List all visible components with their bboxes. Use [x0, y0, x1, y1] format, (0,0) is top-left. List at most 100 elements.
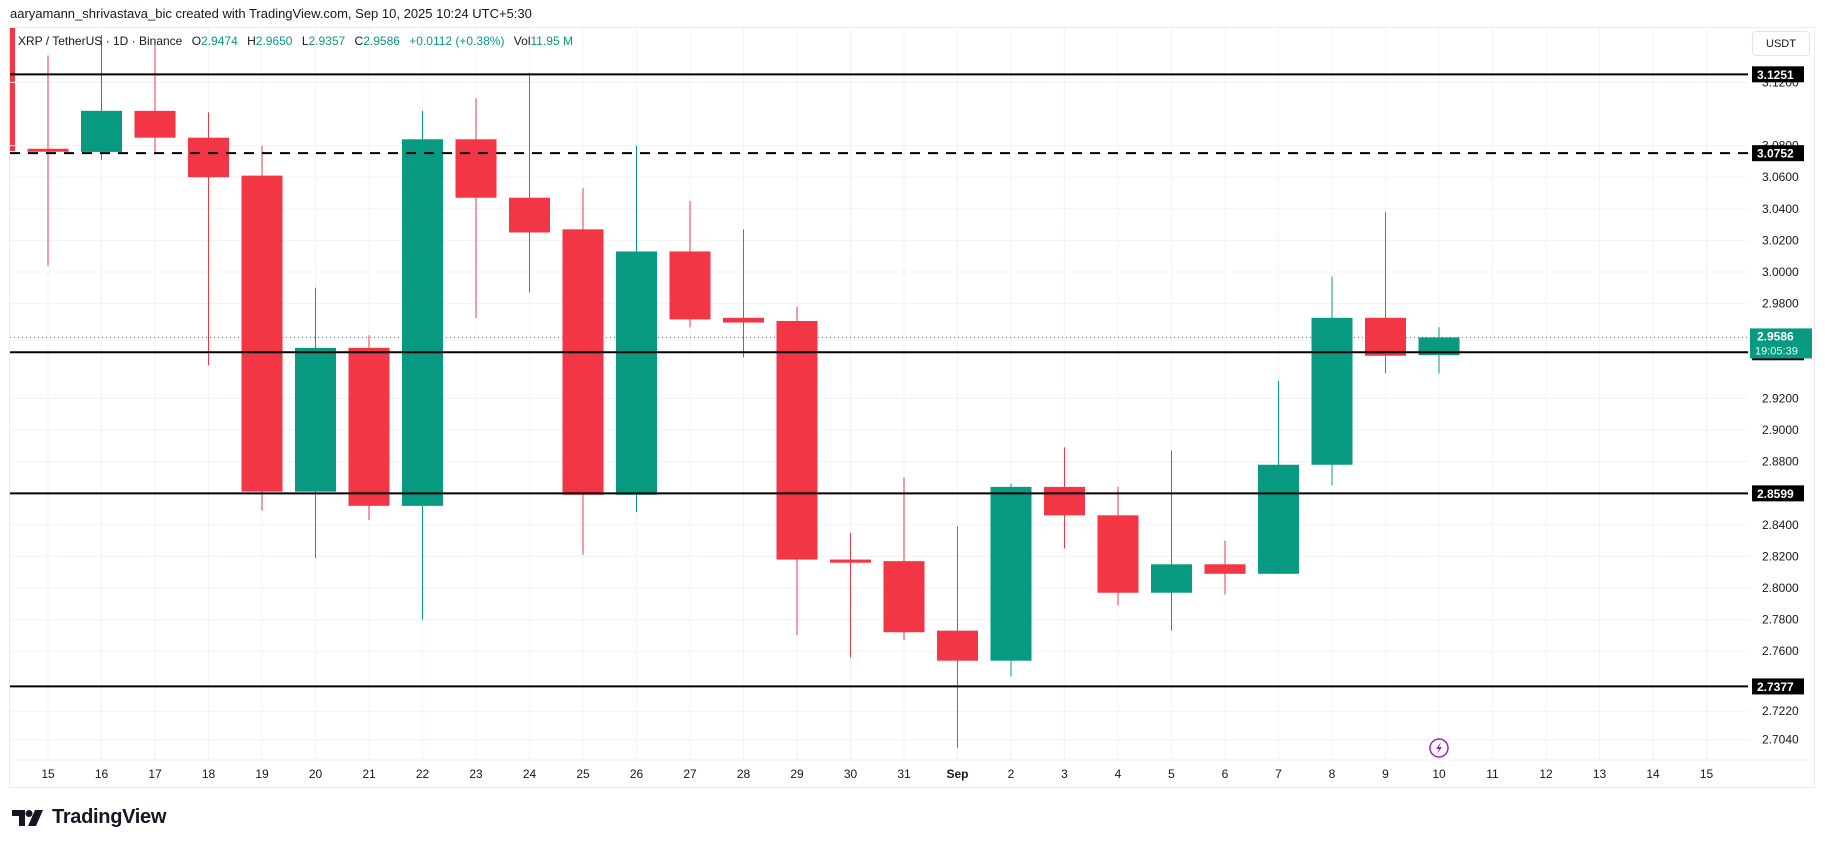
change-value: +0.0112 (+0.38%): [409, 34, 505, 48]
candle[interactable]: [27, 55, 69, 266]
lightning-event-icon[interactable]: [1429, 738, 1449, 758]
candle[interactable]: [1418, 327, 1460, 374]
candle[interactable]: [1365, 211, 1406, 374]
horizontal-line[interactable]: 3.1251: [10, 66, 1804, 83]
price-tick: 2.9000: [1762, 423, 1799, 437]
candle[interactable]: [562, 188, 604, 555]
candles: [27, 35, 1460, 748]
time-tick: 15: [41, 767, 55, 781]
horizontal-line[interactable]: 3.0752: [10, 145, 1804, 162]
price-axis[interactable]: 3.12003.08003.06003.04003.02003.00002.98…: [1762, 75, 1799, 746]
candle[interactable]: [616, 145, 657, 513]
open-value: 2.9474: [201, 34, 238, 48]
time-tick: 9: [1382, 767, 1389, 781]
candle[interactable]: [241, 145, 283, 511]
low-value: 2.9357: [308, 34, 346, 48]
time-tick: Sep: [946, 767, 968, 781]
time-tick: 6: [1222, 767, 1229, 781]
time-tick: 16: [95, 767, 109, 781]
candle[interactable]: [1097, 486, 1139, 606]
time-tick: 28: [737, 767, 751, 781]
price-tick: 2.8400: [1762, 518, 1799, 532]
interval[interactable]: 1D: [112, 34, 129, 48]
chart-frame: [9, 27, 1815, 788]
open-label: O: [191, 34, 202, 48]
horizontal-line[interactable]: 2.7377: [10, 678, 1804, 695]
legend-separator: ·: [131, 34, 139, 48]
candle[interactable]: [188, 112, 229, 366]
horizontal-line[interactable]: 2.8599: [10, 485, 1804, 502]
time-tick: 30: [844, 767, 858, 781]
bar-countdown: 19:05:39: [1755, 345, 1798, 357]
price-tick: 2.7600: [1762, 644, 1799, 658]
time-tick: 14: [1646, 767, 1660, 781]
exchange: Binance: [138, 34, 183, 48]
time-tick: 2: [1008, 767, 1015, 781]
price-tick: 3.0000: [1762, 265, 1799, 279]
price-tick: 3.0400: [1762, 202, 1799, 216]
candle[interactable]: [1151, 450, 1192, 631]
candle[interactable]: [830, 532, 871, 658]
time-tick: 7: [1275, 767, 1282, 781]
candle[interactable]: [1204, 540, 1246, 595]
candle[interactable]: [81, 35, 122, 160]
ohlc-legend: XRP / TetherUS · 1D · Binance O2.9474 H2…: [18, 34, 573, 48]
chart-credit: aaryamann_shrivastava_bic created with T…: [10, 6, 532, 21]
time-tick: 19: [255, 767, 269, 781]
candle[interactable]: [1311, 276, 1353, 486]
time-tick: 11: [1486, 767, 1499, 781]
price-line-label-text: 2.7377: [1757, 680, 1794, 694]
volume-label: Vol: [513, 34, 531, 48]
low-label: L: [301, 34, 309, 48]
candle[interactable]: [723, 229, 764, 358]
high-value: 2.9650: [255, 34, 293, 48]
tradingview-logo[interactable]: TradingView: [12, 806, 166, 829]
time-tick: 31: [897, 767, 911, 781]
time-tick: 10: [1432, 767, 1446, 781]
price-tick: 2.7040: [1762, 733, 1799, 747]
time-tick: 13: [1593, 767, 1607, 781]
candle[interactable]: [509, 72, 550, 293]
price-tick: 2.8200: [1762, 549, 1799, 563]
time-tick: 15: [1700, 767, 1714, 781]
price-tick: 3.0200: [1762, 233, 1799, 247]
candle[interactable]: [348, 335, 390, 521]
time-tick: 18: [202, 767, 216, 781]
price-line-label: [1752, 678, 1804, 695]
last-price-label: 2.9586 19:05:39: [1750, 328, 1812, 359]
candle[interactable]: [883, 477, 925, 641]
time-tick: 22: [416, 767, 430, 781]
candle[interactable]: [669, 200, 711, 328]
tradingview-logo-text: TradingView: [52, 806, 167, 828]
time-tick: 3: [1061, 767, 1068, 781]
price-tick: 2.9200: [1762, 391, 1799, 405]
time-tick: 21: [362, 767, 376, 781]
volume-value: 11.95 M: [530, 34, 573, 48]
time-tick: 24: [523, 767, 537, 781]
price-line-label: [1752, 66, 1804, 83]
currency-button[interactable]: USDT: [1752, 31, 1810, 56]
price-tick: 2.7800: [1762, 613, 1799, 627]
candle[interactable]: [295, 287, 336, 558]
candle[interactable]: [1258, 381, 1299, 574]
candle[interactable]: [455, 98, 497, 318]
time-tick: 27: [683, 767, 697, 781]
price-tick: 2.7220: [1762, 704, 1799, 718]
time-tick: 17: [148, 767, 162, 781]
time-tick: 4: [1115, 767, 1122, 781]
price-line-label-text: 3.1251: [1757, 68, 1794, 82]
candle[interactable]: [402, 110, 443, 620]
candle[interactable]: [1044, 447, 1085, 549]
candle[interactable]: [776, 306, 818, 636]
candle[interactable]: [937, 526, 978, 748]
price-tick: 2.9800: [1762, 297, 1799, 311]
candle[interactable]: [990, 483, 1032, 677]
candle[interactable]: [134, 39, 176, 152]
time-tick: 26: [630, 767, 644, 781]
price-tick: 2.8800: [1762, 455, 1799, 469]
legend-separator: ·: [105, 34, 113, 48]
symbol-name[interactable]: XRP / TetherUS: [18, 34, 103, 48]
price-tick: 3.0600: [1762, 170, 1799, 184]
time-axis[interactable]: 15 16 17 18 19 20 21 22 23 24 25 26 27 28 29 30 31 Sep 2 3 4…: [41, 767, 1713, 781]
